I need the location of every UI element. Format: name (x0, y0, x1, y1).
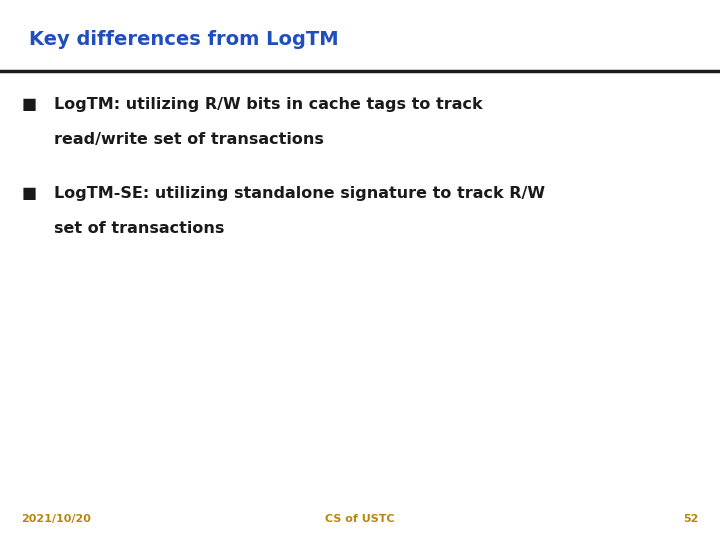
Text: 2021/10/20: 2021/10/20 (22, 514, 91, 524)
Text: set of transactions: set of transactions (54, 221, 225, 237)
Text: Key differences from LogTM: Key differences from LogTM (29, 30, 338, 49)
Text: LogTM-SE: utilizing standalone signature to track R/W: LogTM-SE: utilizing standalone signature… (54, 186, 545, 201)
Text: ■: ■ (22, 97, 37, 112)
Text: ■: ■ (22, 186, 37, 201)
Text: 52: 52 (683, 514, 698, 524)
Text: LogTM: utilizing R/W bits in cache tags to track: LogTM: utilizing R/W bits in cache tags … (54, 97, 482, 112)
Text: read/write set of transactions: read/write set of transactions (54, 132, 324, 147)
Text: CS of USTC: CS of USTC (325, 514, 395, 524)
